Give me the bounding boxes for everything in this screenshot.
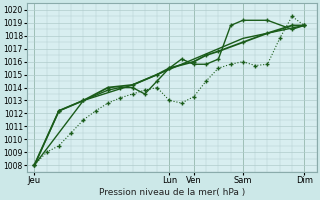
X-axis label: Pression niveau de la mer( hPa ): Pression niveau de la mer( hPa )	[99, 188, 245, 197]
